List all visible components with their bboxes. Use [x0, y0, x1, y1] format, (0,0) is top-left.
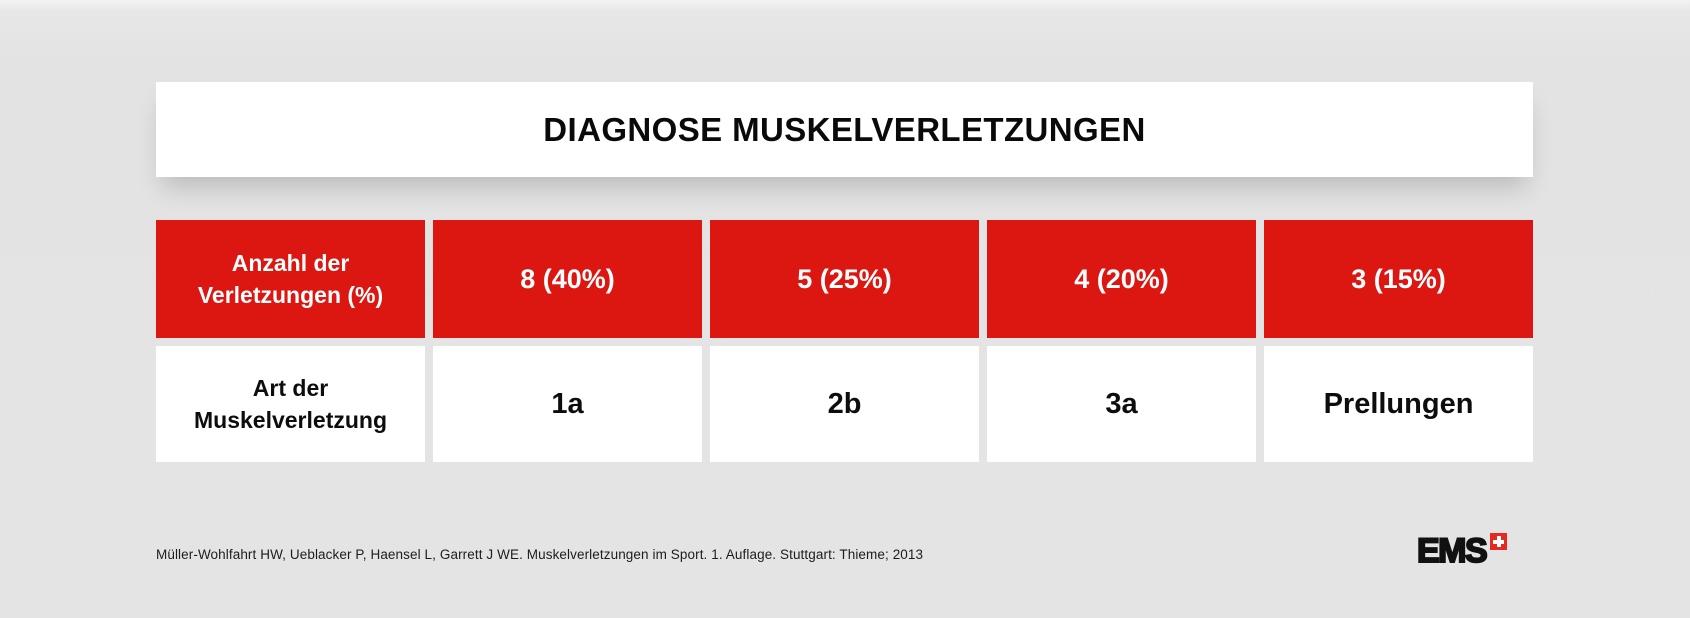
count-row-header-line2: Verletzungen (%) — [197, 282, 384, 308]
type-row-header-line2: Muskelverletzung — [194, 407, 387, 433]
type-row-header-line1: Art der — [252, 375, 329, 401]
count-cell-prellungen: 3 (15%) — [1264, 220, 1533, 338]
type-cell-prellungen: Prellungen — [1264, 346, 1533, 462]
type-cell-2b: 2b — [710, 346, 979, 462]
injury-table: Anzahl der Verletzungen (%) 8 (40%) 5 (2… — [156, 220, 1533, 462]
count-cell-3a: 4 (20%) — [987, 220, 1256, 338]
swiss-cross-icon — [1490, 533, 1508, 550]
type-cell-3a: 3a — [987, 346, 1256, 462]
count-row-header-line1: Anzahl der — [231, 250, 350, 276]
title-band: DIAGNOSE MUSKELVERLETZUNGEN — [156, 82, 1533, 177]
count-cell-2b: 5 (25%) — [710, 220, 979, 338]
type-cell-1a: 1a — [433, 346, 702, 462]
count-cell-1a: 8 (40%) — [433, 220, 702, 338]
page-title: DIAGNOSE MUSKELVERLETZUNGEN — [543, 110, 1146, 148]
ems-logo: EMS — [1416, 532, 1508, 570]
ems-logo-text: EMS — [1416, 532, 1489, 570]
count-row-header-cell: Anzahl der Verletzungen (%) — [156, 220, 425, 338]
source-citation: Müller-Wohlfahrt HW, Ueblacker P, Haense… — [156, 547, 924, 562]
type-row-header-cell: Art der Muskelverletzung — [156, 346, 425, 462]
